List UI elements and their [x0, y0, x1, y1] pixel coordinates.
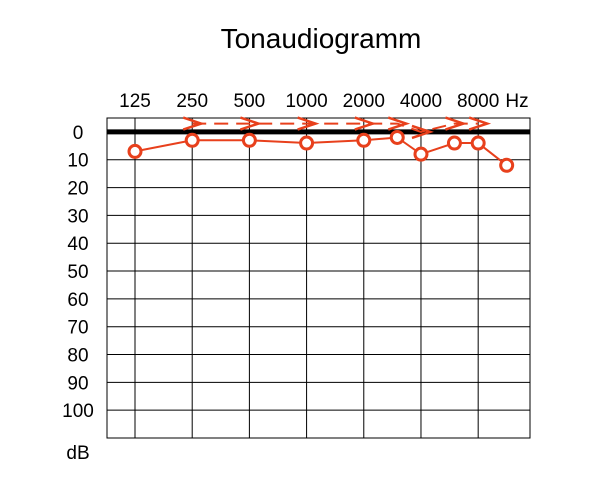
circle-marker-6000	[446, 135, 462, 151]
y-tick-label-40: 40	[67, 234, 88, 255]
series-layer	[127, 116, 515, 173]
x-tick-label-4000: 4000	[400, 91, 442, 112]
x-tick-labels: 125 250 500 1000 2000 4000 8000	[119, 91, 499, 112]
plot-border	[106, 117, 531, 439]
x-tick-label-250: 250	[176, 91, 208, 112]
circle-marker-250	[184, 132, 200, 148]
chevron-marker-4000	[411, 124, 434, 140]
chart-grid	[106, 117, 531, 439]
y-tick-label-20: 20	[67, 179, 88, 200]
chevron-marker-6000	[445, 116, 468, 131]
circle-marker-500	[241, 132, 257, 148]
y-tick-label-60: 60	[67, 290, 88, 311]
y-tick-label-100: 100	[62, 401, 94, 422]
circle-marker-2000	[356, 132, 372, 148]
y-tick-label-0: 0	[73, 123, 84, 144]
y-tick-label-50: 50	[67, 262, 88, 283]
circle-marker-125	[127, 143, 143, 159]
x-tick-label-1000: 1000	[285, 91, 327, 112]
y-tick-label-70: 70	[67, 318, 88, 339]
circle-marker-8000	[470, 135, 486, 151]
chevron-marker-250	[182, 116, 206, 131]
x-tick-label-8000: 8000	[457, 91, 499, 112]
chevron-marker-3000	[387, 116, 411, 131]
y-tick-label-80: 80	[67, 346, 88, 367]
series-circle-line	[134, 136, 508, 167]
y-tick-labels: 0 10 20 30 40 50 60 70 80 90 100	[62, 123, 94, 422]
y-tick-label-10: 10	[67, 151, 88, 172]
y-tick-label-90: 90	[67, 373, 88, 394]
y-unit-label: dB	[66, 443, 89, 464]
x-unit-label: Hz	[505, 91, 528, 112]
chevron-marker-1000	[297, 116, 320, 131]
y-tick-label-30: 30	[67, 206, 88, 227]
chevron-marker-2000	[354, 116, 377, 131]
circle-marker-4000	[413, 146, 429, 162]
circle-marker-11300	[499, 157, 515, 173]
x-tick-label-125: 125	[119, 91, 151, 112]
circle-marker-3000	[389, 129, 405, 145]
chevron-marker-500	[239, 116, 263, 131]
x-tick-label-2000: 2000	[343, 91, 385, 112]
chevron-marker-8000	[468, 116, 492, 131]
circle-marker-1000	[299, 135, 315, 151]
x-tick-label-500: 500	[234, 91, 266, 112]
chart-title: Tonaudiogramm	[221, 23, 422, 54]
